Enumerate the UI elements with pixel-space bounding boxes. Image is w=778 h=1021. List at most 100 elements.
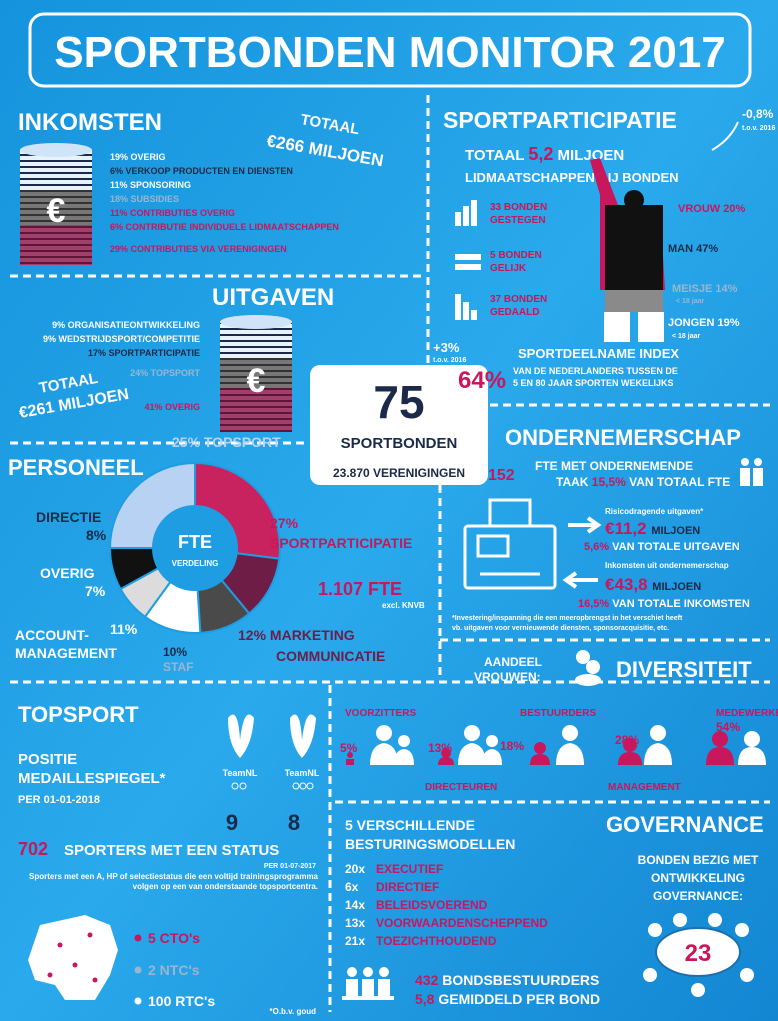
path (290, 714, 316, 758)
circle (57, 942, 63, 948)
circle (534, 742, 546, 754)
fte-share: 15,5% (592, 475, 626, 489)
text: 16,5% VAN TOTALE INKOMSTEN (578, 598, 750, 610)
subline: LIDMAATSCHAPPEN BIJ BONDEN (465, 170, 679, 185)
rect (220, 388, 292, 432)
text: TOTAAL 5,2 MILJOEN (465, 144, 624, 164)
text: €43,8 MILJOEN (605, 575, 701, 594)
rect (753, 468, 763, 486)
circle (691, 983, 705, 997)
fte-total: 1.107 FTE (318, 579, 402, 599)
items: 29% CONTRIBUTIES VIA VERENIGINGEN (110, 244, 287, 254)
coin-stack: € (220, 315, 292, 432)
separators (10, 95, 770, 1012)
circle (741, 458, 749, 466)
models: 6x (345, 880, 359, 894)
sporters-date: PER 01-07-2017 (264, 863, 316, 870)
label1: AANDEEL (484, 655, 542, 669)
models: EXECUTIEF (376, 862, 443, 876)
index-lines: 5 EN 80 JAAR SPORTEN WEKELIJKS (513, 378, 674, 388)
text: 5,6% VAN TOTALE UITGAVEN (584, 541, 740, 553)
ellipse (220, 315, 292, 329)
board-icon (342, 967, 394, 1000)
bezig: GOVERNANCE: (653, 889, 743, 903)
circle (744, 731, 760, 747)
index-lines: VAN DE NEDERLANDERS TUSSEN DE (513, 366, 678, 376)
heading: UITGAVEN (212, 284, 334, 311)
name: MANAGEMENT (15, 645, 117, 661)
positions: 8 (288, 810, 300, 835)
share: 28% (615, 733, 639, 747)
name: DIRECTIE (36, 509, 101, 525)
income-amount: €43,8 (605, 575, 648, 594)
footnote: *Investering/inspanning die een meeropbr… (452, 615, 683, 622)
bullet (134, 966, 142, 974)
text: 432 BONDSBESTUURDERS (415, 972, 599, 988)
bullet (134, 934, 142, 942)
center-sub: VERDELING (172, 559, 219, 568)
index-change-note: t.o.v. 2016 (433, 357, 466, 364)
name: STAF (163, 660, 193, 674)
models: DIRECTIEF (376, 880, 439, 894)
path (618, 752, 642, 765)
donut-hole (153, 506, 237, 590)
ellipse (655, 927, 741, 977)
share: 54% (716, 720, 740, 734)
g (738, 731, 766, 765)
items: 24% TOPSPORT (130, 368, 200, 378)
rect (455, 264, 481, 270)
center-title: FTE (178, 532, 212, 552)
g (706, 731, 734, 765)
value-label: 11% (110, 621, 138, 637)
items: 17% SPORTPARTICIPATIE (88, 348, 200, 358)
sub: 23.870 VERENIGINGEN (333, 466, 465, 480)
circle (624, 190, 644, 210)
name: MANAGEMENT (608, 782, 681, 793)
label2: VROUWEN: (474, 670, 541, 684)
circle (708, 913, 722, 927)
models: 21x (345, 934, 365, 948)
heading: ONDERNEMERSCHAP (505, 425, 741, 450)
rect (378, 979, 390, 999)
path (556, 743, 584, 765)
arrow (711, 121, 739, 151)
risk-unit: MILJOEN (651, 525, 700, 537)
models: BELEIDSVOEREND (376, 898, 488, 912)
positions: 9 (226, 810, 238, 835)
path (458, 743, 486, 765)
circle (464, 725, 480, 741)
path (482, 749, 502, 765)
total-unit: MILJOEN (558, 147, 625, 164)
circle (239, 782, 247, 790)
date: PER 01-01-2018 (18, 794, 100, 806)
circle (92, 977, 98, 983)
g (458, 725, 502, 765)
sporters-desc-box: Sporters met een A, HP of selectiestatus… (29, 872, 318, 891)
circle (754, 458, 762, 466)
ellipse (575, 674, 601, 686)
sporters-count: 702 (18, 839, 48, 859)
change-note: t.o.v. 2016 (742, 125, 775, 132)
items: 9% WEDSTRIJDSPORT/COMPETITIE (43, 334, 200, 344)
index-value: 64% (458, 367, 506, 394)
logos: TeamNL (223, 768, 258, 778)
circle (231, 782, 239, 790)
income-unit: MILJOEN (652, 581, 701, 593)
meisje-note: < 18 jaar (676, 298, 704, 305)
share: 5% (340, 741, 358, 755)
rect (471, 310, 477, 320)
value-label: 7% (85, 583, 106, 599)
centers: 5 CTO's (148, 930, 200, 946)
income-share-text: VAN TOTALE INKOMSTEN (612, 598, 750, 610)
circle (292, 782, 300, 790)
medaillespiegel: MEDAILLESPIEGEL* (18, 770, 166, 787)
rect (220, 358, 292, 388)
rect (20, 190, 92, 225)
bezig: ONTWIKKELING (651, 871, 745, 885)
circle (623, 738, 637, 752)
items: 6% CONTRIBUTIE INDIVIDUELE LIDMAATSCHAPP… (110, 222, 339, 232)
index-heading: SPORTDEELNAME INDEX (518, 346, 679, 361)
circle (740, 968, 754, 982)
heading: INKOMSTEN (18, 109, 162, 136)
rect (605, 290, 663, 312)
